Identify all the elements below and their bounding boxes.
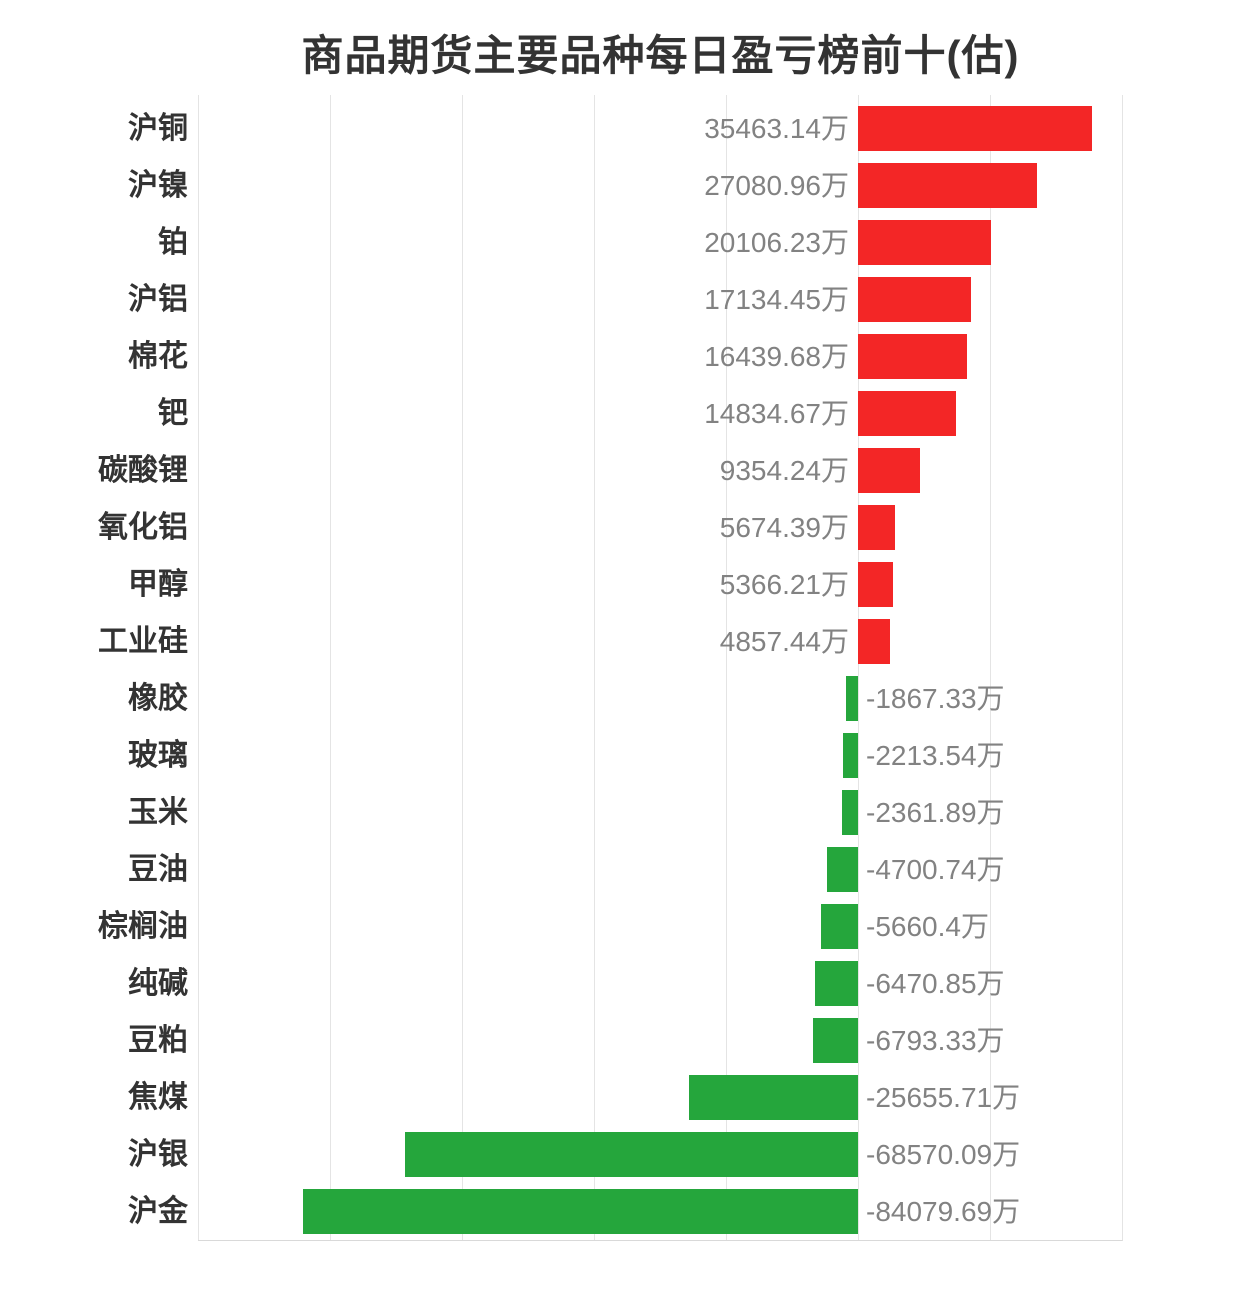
value-label: 35463.14万 — [704, 113, 849, 144]
value-label: 5674.39万 — [719, 512, 849, 543]
value-label: 4857.44万 — [719, 626, 849, 657]
chart-row: 棉花 16439.68万 — [0, 328, 1246, 385]
value-label: 14834.67万 — [704, 398, 849, 429]
chart-row: 氧化铝 5674.39万 — [0, 499, 1246, 556]
chart-rows: 沪铜 35463.14万沪镍 27080.96万铂 20106.23万沪铝 17134.… — [0, 100, 1246, 1240]
category-label: 豆粕 — [128, 1024, 188, 1057]
positive-bar[interactable] — [858, 334, 967, 379]
positive-bar[interactable] — [858, 448, 920, 493]
category-label: 铂 — [158, 226, 188, 259]
chart-row: 沪金 -84079.69万 — [0, 1183, 1246, 1240]
category-label: 棉花 — [128, 340, 188, 373]
positive-bar[interactable] — [858, 619, 891, 664]
value-label: 9354.24万 — [719, 455, 849, 486]
chart-row: 钯 14834.67万 — [0, 385, 1246, 442]
value-label: -1867.33万 — [866, 683, 1005, 714]
positive-bar[interactable] — [858, 391, 956, 436]
chart-row: 玻璃 -2213.54万 — [0, 727, 1246, 784]
negative-bar[interactable] — [688, 1075, 858, 1120]
category-label: 氧化铝 — [98, 511, 188, 544]
category-label: 沪铜 — [128, 112, 188, 145]
category-label: 沪银 — [128, 1138, 188, 1171]
value-label: -5660.4万 — [866, 911, 989, 942]
negative-bar[interactable] — [843, 733, 858, 778]
value-label: -6793.33万 — [866, 1025, 1005, 1056]
chart-row: 沪铝 17134.45万 — [0, 271, 1246, 328]
value-label: -4700.74万 — [866, 854, 1005, 885]
category-label: 纯碱 — [128, 967, 188, 1000]
value-label: -6470.85万 — [866, 968, 1005, 999]
value-label: 20106.23万 — [704, 227, 849, 258]
positive-bar[interactable] — [858, 163, 1037, 208]
value-label: 27080.96万 — [704, 170, 849, 201]
chart-row: 豆油 -4700.74万 — [0, 841, 1246, 898]
negative-bar[interactable] — [303, 1189, 858, 1234]
negative-bar[interactable] — [842, 790, 858, 835]
positive-bar[interactable] — [858, 277, 972, 322]
value-label: 16439.68万 — [704, 341, 849, 372]
negative-bar[interactable] — [845, 676, 858, 721]
negative-bar[interactable] — [826, 847, 858, 892]
positive-bar[interactable] — [858, 505, 896, 550]
category-label: 玻璃 — [128, 739, 188, 772]
category-label: 碳酸锂 — [98, 454, 188, 487]
category-label: 工业硅 — [98, 625, 188, 658]
negative-bar[interactable] — [820, 904, 858, 949]
chart-row: 纯碱 -6470.85万 — [0, 955, 1246, 1012]
category-label: 沪镍 — [128, 169, 188, 202]
negative-bar[interactable] — [405, 1132, 858, 1177]
positive-bar[interactable] — [858, 106, 1093, 151]
negative-bar[interactable] — [815, 961, 858, 1006]
category-label: 沪金 — [128, 1195, 188, 1228]
chart-row: 玉米 -2361.89万 — [0, 784, 1246, 841]
chart-row: 沪铜 35463.14万 — [0, 100, 1246, 157]
positive-bar[interactable] — [858, 220, 991, 265]
category-label: 钯 — [158, 397, 188, 430]
chart-row: 甲醇 5366.21万 — [0, 556, 1246, 613]
value-label: -68570.09万 — [866, 1139, 1021, 1170]
category-label: 橡胶 — [128, 682, 188, 715]
chart-row: 焦煤 -25655.71万 — [0, 1069, 1246, 1126]
chart-row: 沪银 -68570.09万 — [0, 1126, 1246, 1183]
negative-bar[interactable] — [813, 1018, 858, 1063]
category-label: 焦煤 — [128, 1081, 188, 1114]
value-label: -84079.69万 — [866, 1196, 1021, 1227]
value-label: 17134.45万 — [704, 284, 849, 315]
value-label: 5366.21万 — [719, 569, 849, 600]
chart-row: 碳酸锂 9354.24万 — [0, 442, 1246, 499]
category-label: 豆油 — [128, 853, 188, 886]
category-label: 玉米 — [128, 796, 188, 829]
category-label: 沪铝 — [128, 283, 188, 316]
value-label: -25655.71万 — [866, 1082, 1021, 1113]
category-label: 甲醇 — [128, 568, 188, 601]
chart-row: 工业硅 4857.44万 — [0, 613, 1246, 670]
value-label: -2213.54万 — [866, 740, 1005, 771]
chart-row: 沪镍 27080.96万 — [0, 157, 1246, 214]
chart-row: 橡胶 -1867.33万 — [0, 670, 1246, 727]
value-label: -2361.89万 — [866, 797, 1005, 828]
chart-row: 棕榈油 -5660.4万 — [0, 898, 1246, 955]
chart-row: 铂 20106.23万 — [0, 214, 1246, 271]
category-label: 棕榈油 — [98, 910, 188, 943]
positive-bar[interactable] — [858, 562, 894, 607]
chart-title: 商品期货主要品种每日盈亏榜前十(估) — [301, 32, 1020, 79]
chart-row: 豆粕 -6793.33万 — [0, 1012, 1246, 1069]
